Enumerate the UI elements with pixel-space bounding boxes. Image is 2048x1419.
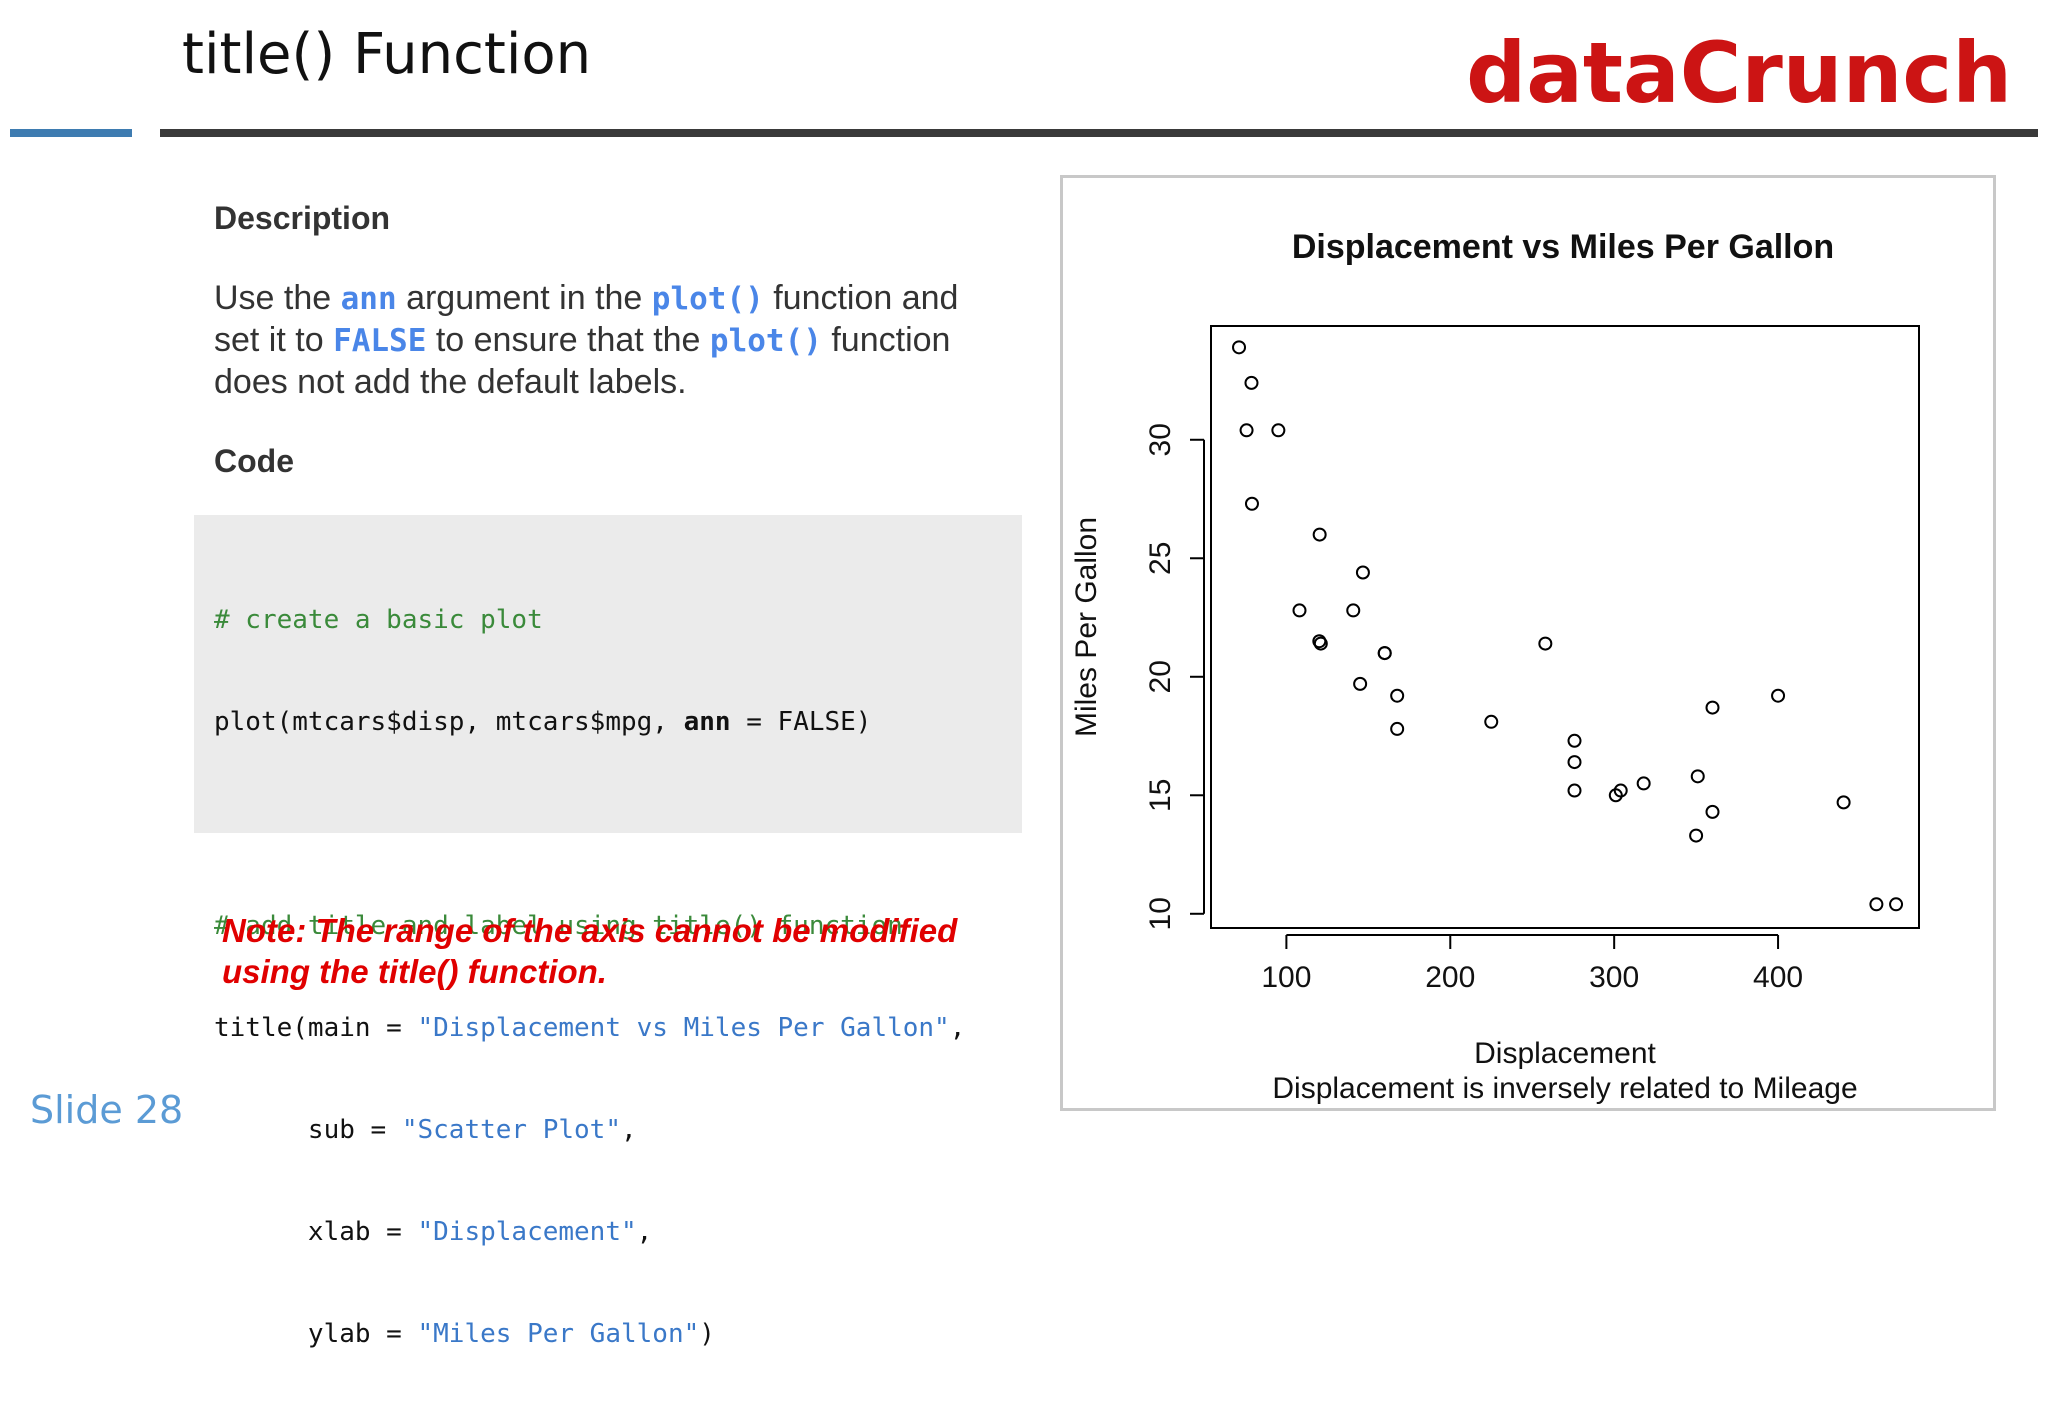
description-heading: Description <box>214 200 391 236</box>
x-tick-label: 200 <box>1425 961 1475 994</box>
data-point <box>1313 636 1328 651</box>
chart-panel: Displacement vs Miles Per Gallon 100 200 3… <box>1060 175 1996 1111</box>
description-line-2: set it to FALSE to ensure that the plot(… <box>214 321 951 359</box>
data-point <box>1312 527 1327 542</box>
data-point <box>1771 688 1786 703</box>
data-point <box>1271 423 1286 438</box>
data-point <box>1239 423 1254 438</box>
data-point <box>1869 897 1884 912</box>
code-line: ylab = "Miles Per Gallon") <box>214 1319 715 1349</box>
data-point <box>1689 828 1704 843</box>
data-point <box>1608 788 1623 803</box>
y-tick-label: 10 <box>1144 897 1177 930</box>
slide-title: title() Function <box>182 22 592 87</box>
y-axis-label: Miles Per Gallon <box>1070 517 1103 737</box>
description-line-3: does not add the default labels. <box>214 363 687 401</box>
note-line-2: using the title() function. <box>222 953 607 990</box>
data-point <box>1705 700 1720 715</box>
code-line-blank <box>214 807 965 841</box>
data-point <box>1484 714 1499 729</box>
data-point <box>1377 646 1392 661</box>
data-point <box>1889 897 1904 912</box>
data-point <box>1567 783 1582 798</box>
x-axis-label: Displacement <box>1474 1037 1656 1070</box>
data-point <box>1390 721 1405 736</box>
data-point <box>1244 496 1259 511</box>
data-point <box>1690 769 1705 784</box>
data-point <box>1567 733 1582 748</box>
code-keyword-false: FALSE <box>333 323 427 359</box>
data-point <box>1232 340 1247 355</box>
data-point <box>1567 755 1582 770</box>
code-block: # create a basic plot plot(mtcars$disp, … <box>194 515 1022 1349</box>
y-tick-label: 20 <box>1144 660 1177 693</box>
y-tick-label: 15 <box>1144 779 1177 812</box>
data-point <box>1292 603 1307 618</box>
x-tick-label: 300 <box>1589 961 1639 994</box>
data-point <box>1355 565 1370 580</box>
data-point <box>1636 776 1651 791</box>
code-line: plot(mtcars$disp, mtcars$mpg, ann = FALS… <box>214 707 872 737</box>
header-accent-rule <box>10 129 132 137</box>
note-text: Note: The range of the axis cannot be mo… <box>222 910 1042 992</box>
y-tick-label: 30 <box>1144 423 1177 456</box>
description-line-1: Use the ann argument in the plot() funct… <box>214 279 959 317</box>
code-keyword-plot: plot() <box>709 323 822 359</box>
note-line-1: Note: The range of the axis cannot be mo… <box>222 912 958 949</box>
code-line: title(main = "Displacement vs Miles Per … <box>214 1013 966 1043</box>
code-line: # add title and label using title() func… <box>214 911 903 941</box>
header-rule <box>160 129 2038 137</box>
data-point <box>1353 676 1368 691</box>
slide-number: Slide 28 <box>30 1088 184 1132</box>
x-tick-label: 400 <box>1753 961 1803 994</box>
code-heading: Code <box>214 443 294 479</box>
code-line: # create a basic plot <box>214 605 543 635</box>
chart-subtitle: Displacement is inversely related to Mil… <box>1272 1072 1857 1105</box>
data-point <box>1705 804 1720 819</box>
brand-logo: dataCrunch <box>1466 24 2012 122</box>
plot-area <box>1210 325 1920 929</box>
code-line: sub = "Scatter Plot", <box>214 1115 637 1145</box>
description-text: Use the ann argument in the plot() funct… <box>214 278 1034 403</box>
x-tick-label: 100 <box>1261 961 1311 994</box>
data-point <box>1390 688 1405 703</box>
code-keyword-plot: plot() <box>651 281 764 317</box>
y-tick-label: 25 <box>1144 542 1177 575</box>
chart-title: Displacement vs Miles Per Gallon <box>1292 228 1834 266</box>
code-line: xlab = "Displacement", <box>214 1217 653 1247</box>
data-point <box>1836 795 1851 810</box>
data-point <box>1538 636 1553 651</box>
scatter-chart: Displacement vs Miles Per Gallon 100 200 3… <box>1070 228 1920 1105</box>
data-point <box>1244 375 1259 390</box>
code-keyword-ann: ann <box>340 281 397 317</box>
data-point <box>1346 603 1361 618</box>
